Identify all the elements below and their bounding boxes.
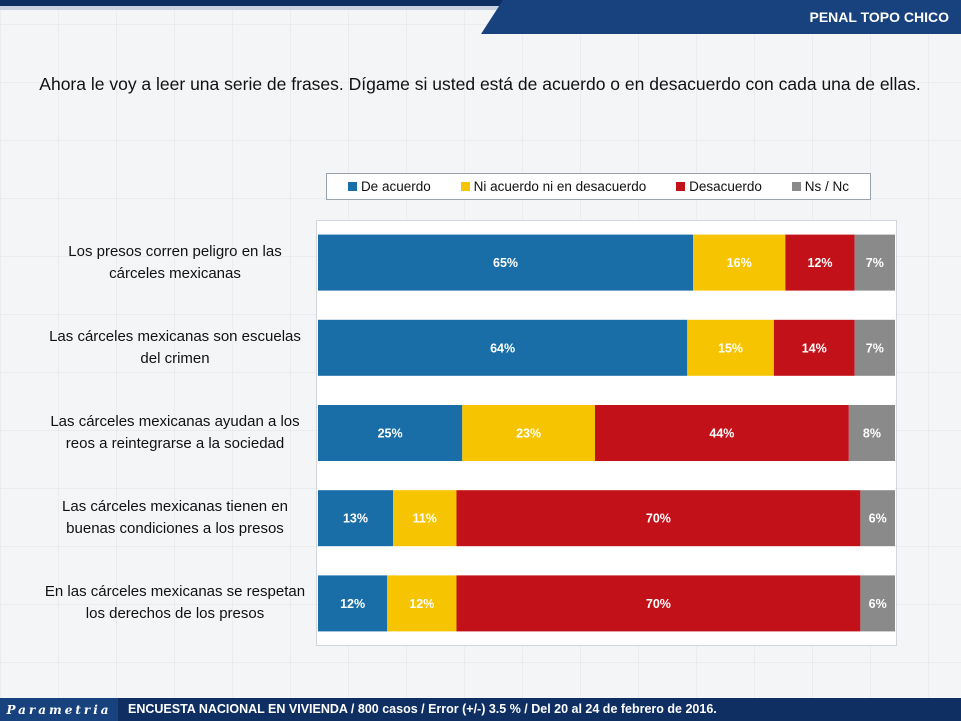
data-label: 11% bbox=[413, 512, 437, 526]
data-label: 12% bbox=[807, 256, 832, 270]
data-label: 8% bbox=[863, 427, 881, 441]
data-label: 12% bbox=[340, 597, 365, 611]
legend-label: Ns / Nc bbox=[804, 179, 850, 194]
legend-swatch bbox=[676, 182, 686, 191]
legend-item: Desacuerdo bbox=[676, 179, 762, 194]
row-label: Las cárceles mexicanas son escuelas del … bbox=[49, 327, 301, 367]
bar-segment bbox=[318, 234, 694, 291]
bar-segment bbox=[860, 575, 895, 632]
data-label: 14% bbox=[802, 341, 827, 355]
bar-segment bbox=[854, 234, 895, 291]
legend-item: Ni acuerdo ni en desacuerdo bbox=[460, 179, 647, 194]
data-label: 13% bbox=[343, 512, 368, 526]
page-title: PENAL TOPO CHICO bbox=[809, 9, 949, 25]
row-label: Las cárceles mexicanas tienen en buenas … bbox=[62, 498, 288, 538]
data-label: 6% bbox=[869, 597, 887, 611]
data-label: 6% bbox=[869, 512, 887, 526]
legend-item: De acuerdo bbox=[347, 179, 431, 194]
data-label: 25% bbox=[378, 427, 403, 441]
data-label: 23% bbox=[516, 427, 541, 441]
brand-logo: Parametria bbox=[0, 698, 118, 721]
row-label: Las cárceles mexicanas ayudan a los reos… bbox=[50, 413, 300, 452]
data-label: 65% bbox=[493, 256, 518, 270]
header-tab bbox=[481, 0, 961, 34]
data-label: 16% bbox=[727, 256, 752, 270]
data-label: 15% bbox=[718, 341, 743, 355]
data-label: 7% bbox=[866, 341, 884, 355]
bar-segment bbox=[318, 319, 688, 376]
chart-legend: De acuerdo Ni acuerdo ni en desacuerdo Des… bbox=[326, 173, 871, 200]
bar-segment bbox=[318, 575, 388, 632]
header-stripe bbox=[0, 0, 961, 6]
legend-item: Ns / Nc bbox=[791, 179, 850, 194]
bar-segment bbox=[393, 490, 457, 547]
survey-note: ENCUESTA NACIONAL EN VIVIENDA / 800 caso… bbox=[128, 702, 717, 716]
data-label: 70% bbox=[646, 512, 671, 526]
header-bar: PENAL TOPO CHICO bbox=[0, 0, 961, 35]
legend-swatch bbox=[791, 182, 801, 191]
data-label: 64% bbox=[490, 341, 515, 355]
footer-bar: Parametria ENCUESTA NACIONAL EN VIVIENDA… bbox=[0, 698, 961, 721]
bar-segment bbox=[456, 575, 861, 632]
bar-segment bbox=[854, 319, 895, 376]
legend-label: Ni acuerdo ni en desacuerdo bbox=[473, 179, 647, 194]
bar-segment bbox=[773, 319, 855, 376]
data-label: 70% bbox=[646, 597, 671, 611]
bar-segment bbox=[785, 234, 855, 291]
bar-segment bbox=[462, 405, 595, 461]
header-stripe-light bbox=[0, 6, 961, 10]
bar-segment bbox=[860, 490, 895, 547]
legend-swatch bbox=[347, 182, 357, 191]
row-label: Los presos corren peligro en las cárcele… bbox=[68, 242, 282, 282]
legend-label: De acuerdo bbox=[360, 179, 431, 194]
legend-swatch bbox=[460, 182, 470, 191]
bar-segment bbox=[318, 490, 394, 547]
stacked-bar-chart: 65% 16% 12% 7% 64% 15% 14% 7% 25% 23% 44% 8% 13% 11% 7… bbox=[318, 234, 895, 632]
bar-segment bbox=[456, 490, 861, 547]
bar-segment bbox=[693, 234, 786, 291]
bar-segment bbox=[848, 405, 895, 461]
data-label: 12% bbox=[409, 597, 434, 611]
question-text: Ahora le voy a leer una serie de frases.… bbox=[39, 74, 921, 94]
data-label: 44% bbox=[709, 427, 734, 441]
bar-segment bbox=[687, 319, 774, 376]
bar-segment bbox=[387, 575, 457, 632]
row-label: En las cárceles mexicanas se respetan lo… bbox=[44, 583, 306, 623]
legend-label: Desacuerdo bbox=[689, 179, 762, 194]
bar-segment bbox=[318, 405, 463, 461]
data-label: 7% bbox=[866, 256, 884, 270]
bar-segment bbox=[594, 405, 849, 461]
